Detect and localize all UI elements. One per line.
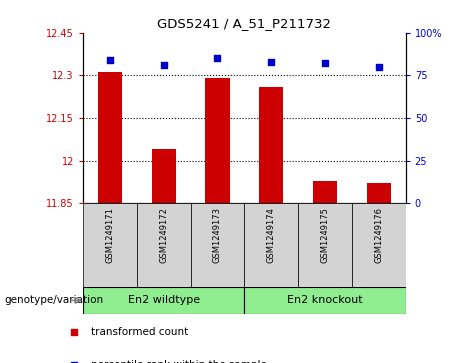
Text: transformed count: transformed count: [91, 327, 188, 337]
Text: GSM1249173: GSM1249173: [213, 207, 222, 264]
Text: percentile rank within the sample: percentile rank within the sample: [91, 360, 267, 363]
Point: [321, 61, 329, 66]
Bar: [137, 203, 190, 287]
Text: GSM1249171: GSM1249171: [106, 207, 114, 263]
Text: En2 knockout: En2 knockout: [287, 295, 363, 305]
Bar: [83, 287, 244, 314]
Bar: [83, 203, 137, 287]
Bar: [298, 203, 352, 287]
Point: [375, 64, 383, 70]
Point: [106, 57, 113, 63]
Text: GSM1249174: GSM1249174: [267, 207, 276, 263]
Bar: [366, 183, 391, 203]
Bar: [98, 73, 122, 203]
Bar: [244, 203, 298, 287]
Bar: [152, 149, 176, 203]
Text: GSM1249172: GSM1249172: [159, 207, 168, 263]
Text: En2 wildtype: En2 wildtype: [128, 295, 200, 305]
Bar: [205, 78, 230, 203]
Point: [70, 362, 77, 363]
Point: [70, 329, 77, 335]
Point: [267, 59, 275, 65]
Bar: [313, 180, 337, 203]
Bar: [190, 203, 244, 287]
Point: [160, 62, 167, 68]
Bar: [244, 287, 406, 314]
Bar: [352, 203, 406, 287]
Text: GSM1249175: GSM1249175: [320, 207, 330, 263]
Bar: [259, 87, 284, 203]
Text: GSM1249176: GSM1249176: [374, 207, 383, 264]
Point: [214, 56, 221, 61]
Text: genotype/variation: genotype/variation: [5, 295, 104, 305]
Title: GDS5241 / A_51_P211732: GDS5241 / A_51_P211732: [157, 17, 331, 30]
